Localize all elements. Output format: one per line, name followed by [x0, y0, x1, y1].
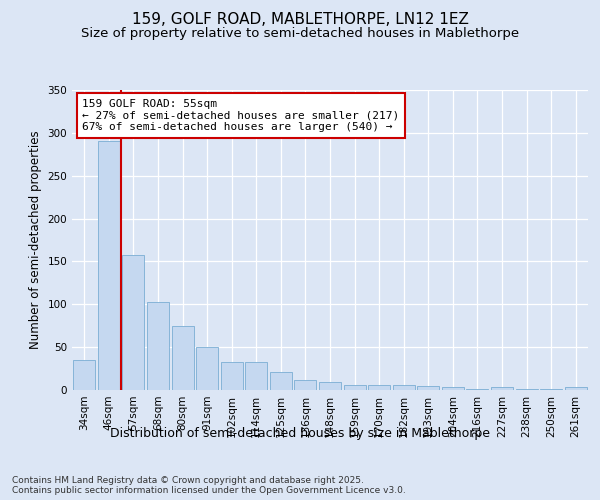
Bar: [295, 380, 316, 390]
Bar: [515, 389, 538, 390]
Bar: [270, 372, 292, 390]
Bar: [466, 389, 488, 390]
Bar: [73, 360, 95, 390]
Text: 159, GOLF ROAD, MABLETHORPE, LN12 1EZ: 159, GOLF ROAD, MABLETHORPE, LN12 1EZ: [131, 12, 469, 28]
Text: Distribution of semi-detached houses by size in Mablethorpe: Distribution of semi-detached houses by …: [110, 428, 490, 440]
Bar: [122, 254, 145, 390]
Bar: [344, 385, 365, 390]
Text: 159 GOLF ROAD: 55sqm
← 27% of semi-detached houses are smaller (217)
67% of semi: 159 GOLF ROAD: 55sqm ← 27% of semi-detac…: [82, 99, 400, 132]
Bar: [196, 347, 218, 390]
Bar: [565, 388, 587, 390]
Y-axis label: Number of semi-detached properties: Number of semi-detached properties: [29, 130, 42, 350]
Bar: [221, 362, 243, 390]
Bar: [491, 386, 513, 390]
Bar: [98, 142, 120, 390]
Bar: [392, 385, 415, 390]
Bar: [368, 385, 390, 390]
Bar: [147, 302, 169, 390]
Text: Contains HM Land Registry data © Crown copyright and database right 2025.
Contai: Contains HM Land Registry data © Crown c…: [12, 476, 406, 495]
Bar: [540, 389, 562, 390]
Text: Size of property relative to semi-detached houses in Mablethorpe: Size of property relative to semi-detach…: [81, 28, 519, 40]
Bar: [442, 388, 464, 390]
Bar: [319, 382, 341, 390]
Bar: [245, 362, 268, 390]
Bar: [417, 386, 439, 390]
Bar: [172, 326, 194, 390]
